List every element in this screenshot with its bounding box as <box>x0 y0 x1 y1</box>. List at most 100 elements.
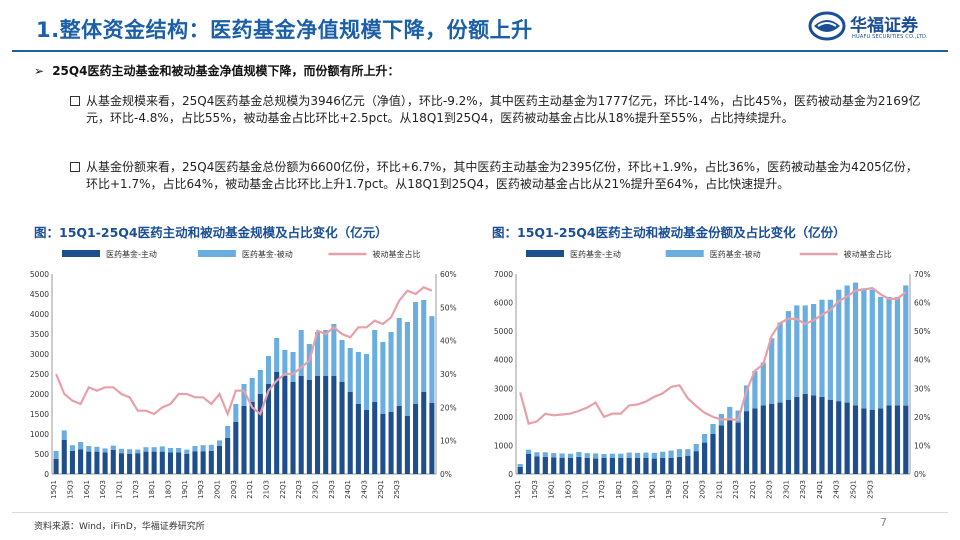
bar-active <box>290 382 296 474</box>
bar-passive <box>752 371 758 409</box>
bar-active <box>200 451 206 474</box>
bar-passive <box>542 452 548 457</box>
bar-passive <box>693 444 699 452</box>
bar-active <box>233 422 239 474</box>
bar-passive <box>609 453 616 458</box>
bar-passive <box>676 449 683 457</box>
bar-passive <box>785 311 792 400</box>
bar-active <box>668 457 674 474</box>
y-right-tick-label: 50% <box>440 303 457 312</box>
x-tick-label: 25Q1 <box>850 480 858 499</box>
share-line <box>55 286 433 418</box>
x-tick-label: 20Q3 <box>699 480 707 499</box>
bar-active <box>364 410 370 474</box>
y-right-tick-label: 0% <box>914 470 926 479</box>
x-tick-label: 22Q3 <box>295 480 303 499</box>
bar-passive <box>331 324 337 376</box>
bullet-scale: 从基金规模来看，25Q4医药基金总规模为3946亿元（净值），环比-9.2%，其… <box>70 93 926 127</box>
bar-passive <box>660 451 666 458</box>
bar-passive <box>819 299 825 397</box>
bar-active <box>576 456 582 474</box>
bar-passive <box>61 430 67 440</box>
bar-active <box>651 458 657 474</box>
bar-active <box>693 451 699 474</box>
x-tick-label: 22Q1 <box>749 480 757 499</box>
y-left-tick-label: 7000 <box>494 270 513 279</box>
bar-active <box>274 372 280 474</box>
bar-active <box>903 405 909 474</box>
bar-active <box>609 458 616 474</box>
bar-active <box>676 456 683 474</box>
x-tick-label: 21Q1 <box>246 480 254 499</box>
bar-active <box>626 457 632 474</box>
bar-active <box>396 406 402 474</box>
x-tick-label: 20Q3 <box>230 480 238 499</box>
bar-passive <box>525 449 532 454</box>
bar-active <box>710 434 716 474</box>
x-tick-label: 24Q3 <box>833 480 841 499</box>
y-right-tick-label: 30% <box>914 384 931 393</box>
bar-active <box>355 404 361 474</box>
y-right-tick-label: 60% <box>914 299 931 308</box>
bar-active <box>413 404 419 474</box>
x-tick-label: 23Q3 <box>328 480 336 499</box>
y-right-tick-label: 20% <box>914 413 931 422</box>
bar-passive <box>593 453 599 459</box>
bar-passive <box>225 426 231 438</box>
bar-active <box>78 449 84 474</box>
bar-active <box>777 402 783 474</box>
bar-active <box>135 453 141 474</box>
y-right-tick-label: 50% <box>914 327 931 336</box>
bar-passive <box>274 338 280 372</box>
bar-active <box>886 405 892 474</box>
bar-active <box>127 454 133 474</box>
x-tick-label: 17Q3 <box>598 480 606 499</box>
y-right-tick-label: 60% <box>440 270 457 279</box>
x-tick-label: 15Q1 <box>50 480 58 499</box>
title-divider <box>12 50 948 52</box>
legend-passive-label: 医药基金-被动 <box>242 249 293 259</box>
x-tick-label: 19Q1 <box>648 480 656 499</box>
bar-active <box>69 450 75 474</box>
bar-active <box>760 405 766 474</box>
bar-active <box>429 402 435 474</box>
y-right-tick-label: 40% <box>440 337 457 346</box>
y-left-tick-label: 500 <box>35 450 50 459</box>
company-logo: 华福证券 HUAFU SECURITIES CO.,LTD. <box>808 10 948 46</box>
bar-active <box>118 453 124 474</box>
bar-active <box>257 394 263 474</box>
page-title: 1.整体资金结构：医药基金净值规模下降，份额上升 <box>36 18 533 42</box>
x-tick-label: 23Q1 <box>782 480 790 499</box>
bar-passive <box>852 282 859 406</box>
legend-share-label: 被动基金占比 <box>844 249 892 259</box>
logo-sub: HUAFU SECURITIES CO.,LTD. <box>852 34 928 40</box>
bar-passive <box>176 448 182 453</box>
x-tick-label: 19Q1 <box>181 480 189 499</box>
bar-passive <box>347 348 353 392</box>
legend-active-label: 医药基金-主动 <box>106 249 157 259</box>
bullet-scale-text: 从基金规模来看，25Q4医药基金总规模为3946亿元（净值），环比-9.2%，其… <box>86 94 921 125</box>
x-tick-label: 18Q3 <box>632 480 640 499</box>
bar-passive <box>429 316 435 403</box>
y-left-tick-label: 1500 <box>30 410 49 419</box>
y-left-tick-label: 5000 <box>494 327 513 336</box>
bar-passive <box>643 452 649 458</box>
bar-passive <box>777 322 783 403</box>
bar-passive <box>86 446 92 452</box>
legend-passive-swatch <box>665 250 704 257</box>
x-tick-label: 22Q3 <box>766 480 774 499</box>
bar-passive <box>827 299 833 400</box>
bar-passive <box>743 385 750 412</box>
x-tick-label: 21Q3 <box>732 480 740 499</box>
y-left-tick-label: 0 <box>44 470 49 479</box>
x-tick-label: 20Q1 <box>682 480 690 499</box>
x-tick-label: 16Q1 <box>548 480 556 499</box>
bar-passive <box>233 404 239 422</box>
bar-passive <box>167 448 174 453</box>
bar-passive <box>810 304 817 396</box>
bar-passive <box>314 332 321 376</box>
bar-active <box>534 456 540 474</box>
bar-active <box>836 401 842 474</box>
bar-active <box>542 456 548 474</box>
bar-passive <box>127 449 133 454</box>
